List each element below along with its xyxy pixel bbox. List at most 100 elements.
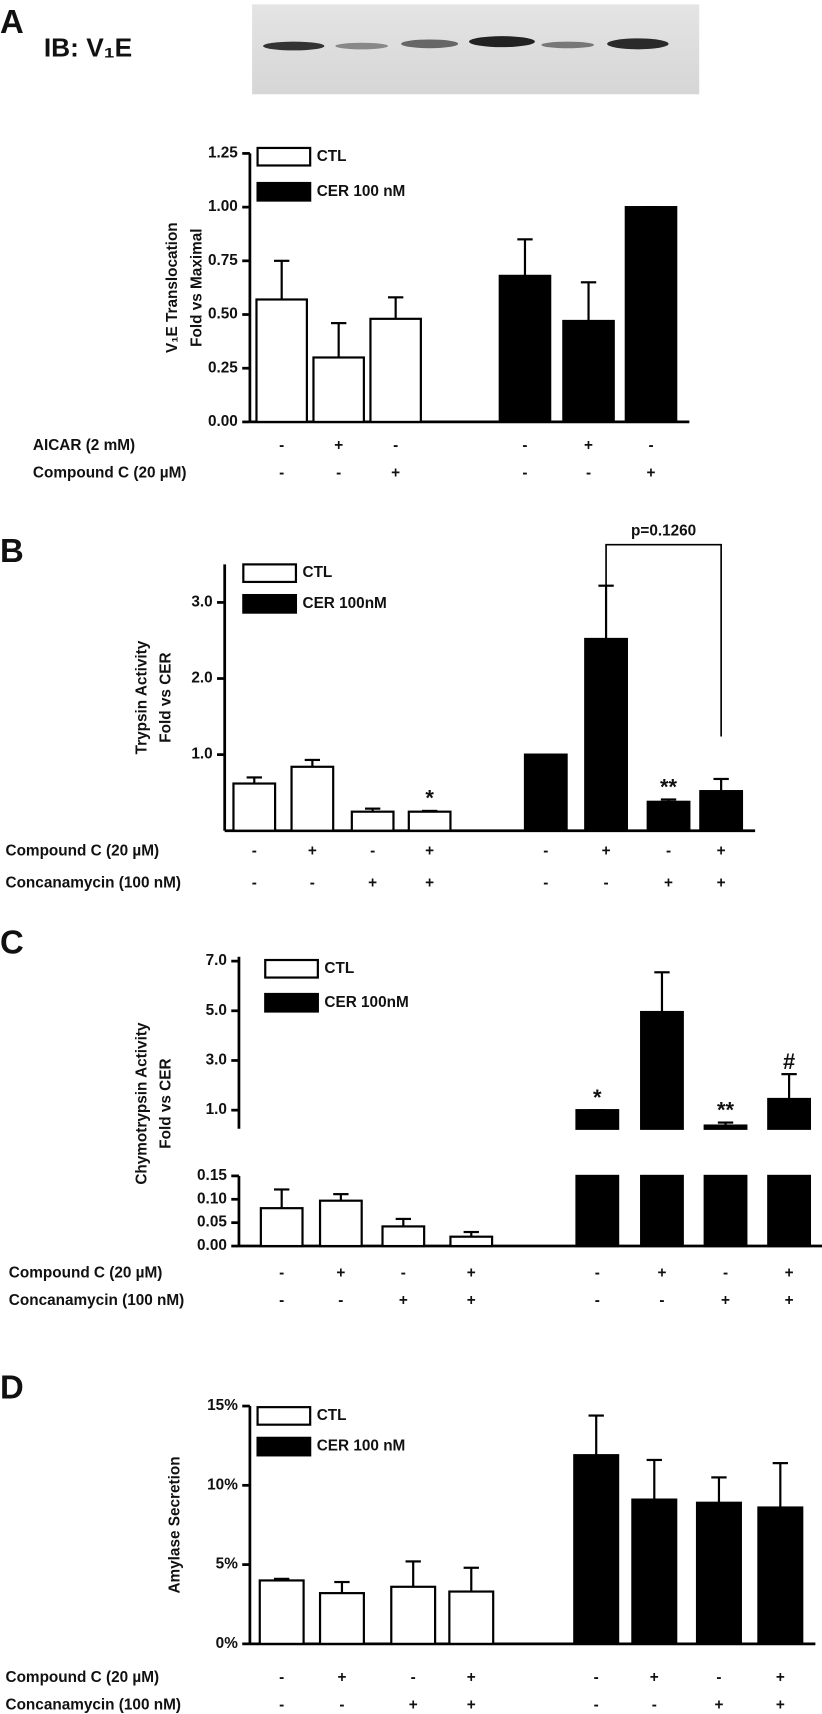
condition-sign: + bbox=[467, 1292, 476, 1309]
condition-label: Concanamycin (100 nM) bbox=[6, 1696, 181, 1713]
condition-sign: + bbox=[647, 464, 656, 481]
condition-sign: + bbox=[308, 843, 317, 860]
condition-sign: + bbox=[602, 843, 611, 860]
y-axis-label: Fold vs CER bbox=[158, 652, 175, 742]
blot-label: IB: V₁E bbox=[44, 32, 132, 62]
bar bbox=[703, 1124, 748, 1130]
legend-swatch bbox=[256, 181, 312, 202]
bar bbox=[232, 782, 277, 832]
condition-sign: - bbox=[252, 874, 257, 891]
bar bbox=[390, 1585, 437, 1645]
condition-sign: + bbox=[467, 1264, 476, 1281]
y-tick-label: 3.0 bbox=[206, 1052, 227, 1069]
condition-sign: - bbox=[522, 437, 527, 454]
legend-swatch bbox=[256, 1436, 312, 1457]
bar bbox=[573, 1454, 620, 1645]
condition-sign: + bbox=[584, 437, 593, 454]
bar bbox=[624, 206, 678, 424]
significance-mark: * bbox=[593, 1085, 602, 1110]
condition-sign: + bbox=[336, 1264, 345, 1281]
condition-label: Concanamycin (100 nM) bbox=[9, 1292, 184, 1309]
y-tick-label: 0.50 bbox=[208, 306, 238, 323]
condition-label: Compound C (20 µM) bbox=[9, 1264, 163, 1281]
y-axis-label: Fold vs CER bbox=[158, 1058, 175, 1148]
condition-sign: - bbox=[279, 437, 284, 454]
condition-sign: + bbox=[334, 437, 343, 454]
condition-sign: - bbox=[604, 874, 609, 891]
bar bbox=[767, 1174, 812, 1248]
bar bbox=[290, 765, 335, 832]
condition-sign: - bbox=[595, 1292, 600, 1309]
condition-sign: - bbox=[401, 1264, 406, 1281]
condition-sign: + bbox=[425, 843, 434, 860]
condition-sign: - bbox=[279, 1669, 284, 1686]
bar bbox=[767, 1097, 812, 1130]
bar bbox=[449, 1235, 494, 1248]
condition-sign: - bbox=[648, 437, 653, 454]
y-tick-label: 0.10 bbox=[197, 1190, 227, 1207]
condition-sign: + bbox=[368, 874, 377, 891]
condition-sign: + bbox=[399, 1292, 408, 1309]
bar bbox=[448, 1590, 495, 1645]
condition-sign: + bbox=[467, 1696, 476, 1713]
blot-image bbox=[252, 4, 700, 95]
y-tick-label: 0.25 bbox=[208, 359, 238, 376]
bar bbox=[646, 800, 691, 832]
legend-swatch bbox=[242, 563, 298, 584]
bar bbox=[695, 1501, 742, 1645]
y-tick-label: 0.75 bbox=[208, 252, 238, 269]
condition-sign: - bbox=[723, 1264, 728, 1281]
legend-label: CER 100 nM bbox=[317, 1438, 406, 1455]
condition-sign: - bbox=[310, 874, 315, 891]
y-tick-label: 0.05 bbox=[197, 1214, 227, 1231]
legend-swatch bbox=[242, 593, 298, 614]
condition-sign: - bbox=[370, 843, 375, 860]
condition-sign: - bbox=[666, 843, 671, 860]
bracket-label: p=0.1260 bbox=[631, 523, 696, 540]
condition-sign: - bbox=[586, 464, 591, 481]
legend-swatch bbox=[256, 1406, 312, 1426]
condition-sign: + bbox=[717, 843, 726, 860]
y-axis-label: Amylase Secretion bbox=[166, 1456, 183, 1593]
y-tick-label: 0.15 bbox=[197, 1167, 227, 1184]
bar bbox=[255, 298, 308, 424]
y-tick-label: 1.0 bbox=[206, 1101, 227, 1118]
condition-sign: + bbox=[721, 1292, 730, 1309]
condition-label: Compound C (20 µM) bbox=[33, 464, 187, 481]
condition-sign: - bbox=[338, 1292, 343, 1309]
bar bbox=[259, 1207, 304, 1248]
condition-sign: - bbox=[393, 437, 398, 454]
condition-label: AICAR (2 mM) bbox=[33, 437, 135, 454]
y-axis-label: Chymotrypsin Activity bbox=[134, 1022, 151, 1185]
condition-label: Concanamycin (100 nM) bbox=[6, 874, 181, 891]
bar bbox=[407, 810, 452, 832]
legend-swatch bbox=[264, 992, 319, 1013]
y-tick-label: 2.0 bbox=[191, 670, 212, 687]
legend-swatch bbox=[264, 958, 319, 979]
condition-label: Compound C (20 µM) bbox=[6, 843, 160, 860]
condition-sign: - bbox=[522, 464, 527, 481]
condition-sign: + bbox=[337, 1669, 346, 1686]
condition-sign: + bbox=[650, 1669, 659, 1686]
bar bbox=[350, 810, 395, 832]
bar bbox=[562, 319, 615, 424]
condition-sign: + bbox=[714, 1696, 723, 1713]
legend-label: CTL bbox=[303, 564, 333, 581]
y-tick-label: 7.0 bbox=[206, 952, 227, 969]
condition-sign: - bbox=[543, 843, 548, 860]
condition-sign: + bbox=[664, 874, 673, 891]
bar bbox=[258, 1579, 305, 1645]
bar bbox=[640, 1010, 684, 1130]
panel-letter: D bbox=[0, 1368, 24, 1405]
y-axis-label: Fold vs Maximal bbox=[188, 228, 205, 346]
condition-sign: + bbox=[785, 1264, 794, 1281]
y-tick-label: 1.25 bbox=[208, 144, 238, 161]
legend-label: CTL bbox=[324, 960, 354, 977]
condition-sign: + bbox=[467, 1669, 476, 1686]
panel-letter: A bbox=[0, 3, 24, 40]
condition-sign: - bbox=[716, 1669, 721, 1686]
bar bbox=[703, 1174, 748, 1248]
y-tick-label: 0.00 bbox=[197, 1237, 227, 1254]
panel-letter: C bbox=[0, 923, 24, 960]
